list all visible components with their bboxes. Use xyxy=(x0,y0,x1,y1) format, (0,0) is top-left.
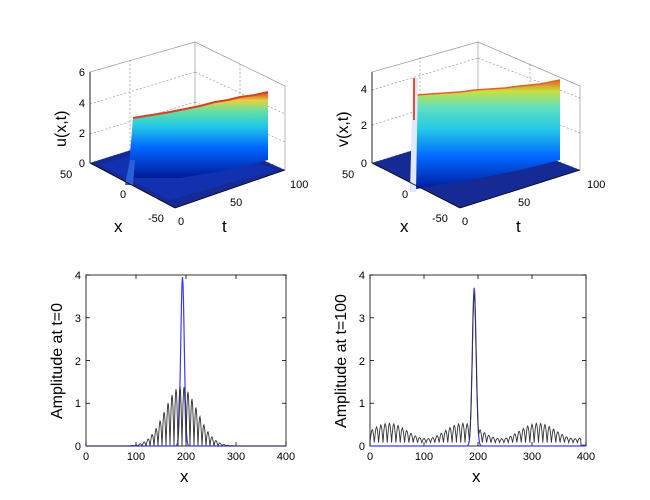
amp100-xtick-300: 300 xyxy=(523,451,541,463)
line-plot-amp0: 0 100 200 300 400 0 1 2 3 4 x Amplitude … xyxy=(49,270,295,486)
v-ttick-0: 0 xyxy=(462,216,468,228)
surface-u-ridge xyxy=(128,92,268,178)
surface-u-axes xyxy=(89,72,286,209)
u-xtick-50: 50 xyxy=(60,169,72,181)
amp100-lines xyxy=(369,287,586,447)
amp0-xtick-300: 300 xyxy=(227,451,245,463)
amp0-series-black xyxy=(86,386,286,448)
u-zlabel: u(x,t) xyxy=(53,111,70,147)
amp100-xtick-400: 400 xyxy=(577,451,595,463)
amp0-ytick-0: 0 xyxy=(75,441,81,453)
amp100-xlabel: x xyxy=(472,467,481,486)
v-zlabel: v(x,t) xyxy=(335,111,352,147)
surface-v-axes xyxy=(371,72,581,209)
v-xlabel: x xyxy=(400,217,409,236)
surface-plot-u: 0 2 4 6 50 0 -50 0 50 100 u(x,t) x t xyxy=(53,41,308,236)
amp0-ylabel: Amplitude at t=0 xyxy=(49,303,66,419)
amp100-ytick-0: 0 xyxy=(359,441,365,453)
u-ztick-2: 2 xyxy=(79,128,85,140)
amp0-xtick-100: 100 xyxy=(127,451,145,463)
amp100-ytick-4: 4 xyxy=(359,270,365,282)
amp0-ytick-1: 1 xyxy=(75,398,81,410)
v-ztick-0: 0 xyxy=(361,158,367,170)
v-ztick-4: 4 xyxy=(361,84,367,96)
amp100-series-black xyxy=(369,294,586,446)
amp0-xtick-400: 400 xyxy=(277,451,295,463)
amp100-xtick-0: 0 xyxy=(367,451,373,463)
v-xtick-50: 50 xyxy=(342,169,354,181)
amp0-ytick-3: 3 xyxy=(75,313,81,325)
amp0-ytick-4: 4 xyxy=(75,270,81,282)
amp0-series-blue xyxy=(86,277,286,447)
u-ztick-0: 0 xyxy=(79,158,85,170)
v-xtick-0: 0 xyxy=(402,189,408,201)
amp100-xtick-200: 200 xyxy=(469,451,487,463)
v-ttick-100: 100 xyxy=(587,179,605,191)
amp100-ytick-1: 1 xyxy=(359,398,365,410)
v-xtick-m50: -50 xyxy=(432,213,448,225)
u-ztick-4: 4 xyxy=(79,98,85,110)
amp100-ylabel: Amplitude at t=100 xyxy=(333,294,350,428)
surface-v-ridge xyxy=(410,80,560,190)
amp0-ytick-2: 2 xyxy=(75,356,81,368)
v-ztick-2: 2 xyxy=(361,120,367,132)
u-ttick-0: 0 xyxy=(178,216,184,228)
u-ztick-6: 6 xyxy=(79,67,85,79)
amp0-xlabel: x xyxy=(180,467,189,486)
amp0-lines xyxy=(86,277,286,448)
v-ttick-50: 50 xyxy=(518,197,530,209)
u-xlabel: x xyxy=(114,217,123,236)
amp0-xtick-0: 0 xyxy=(83,451,89,463)
u-xtick-m50: -50 xyxy=(148,213,164,225)
u-tlabel: t xyxy=(222,217,227,236)
surface-u-ridge-crest xyxy=(132,91,269,119)
surface-v-ridge-crest xyxy=(415,79,561,96)
v-tlabel: t xyxy=(516,217,521,236)
u-ttick-100: 100 xyxy=(290,179,308,191)
amp100-ytick-2: 2 xyxy=(359,356,365,368)
amp100-ytick-3: 3 xyxy=(359,313,365,325)
amp100-xtick-100: 100 xyxy=(415,451,433,463)
u-xtick-0: 0 xyxy=(120,189,126,201)
surface-plot-v: 0 2 4 50 0 -50 0 50 100 v(x,t) x t xyxy=(335,41,605,236)
amp0-xtick-200: 200 xyxy=(177,451,195,463)
line-plot-amp100: 0 100 200 300 400 0 1 2 3 4 x Amplitude … xyxy=(333,270,595,486)
u-ttick-50: 50 xyxy=(230,197,242,209)
